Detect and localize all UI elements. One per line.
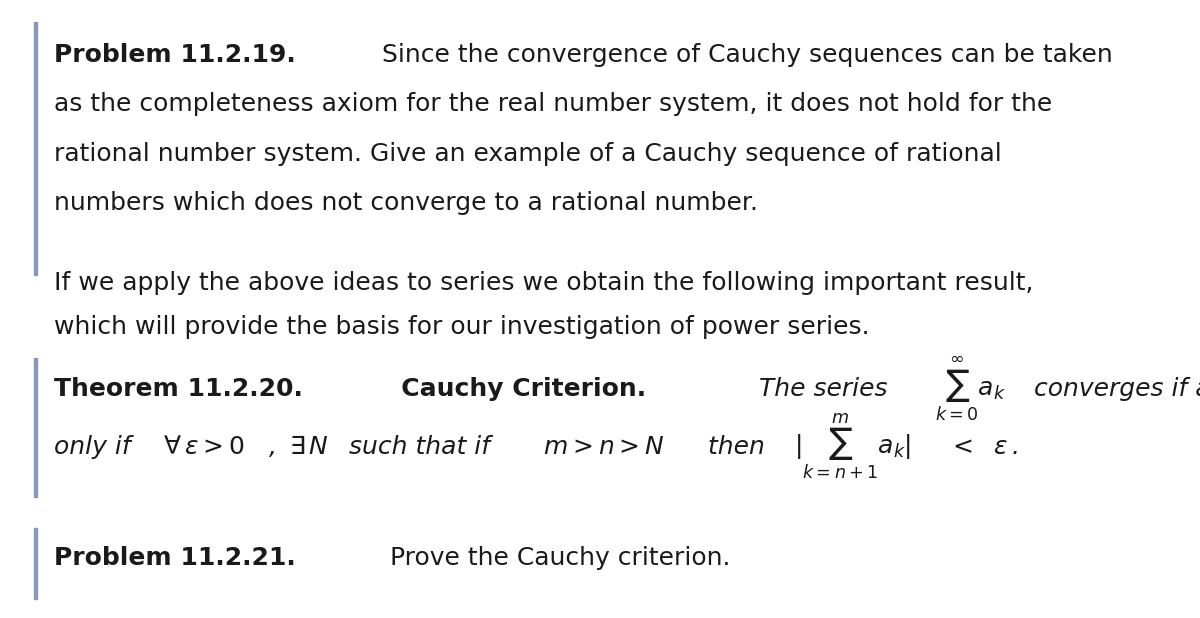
Text: Cauchy Criterion.: Cauchy Criterion. [376,376,672,400]
Text: $\forall\, \varepsilon > 0$: $\forall\, \varepsilon > 0$ [163,435,245,459]
Text: numbers which does not converge to a rational number.: numbers which does not converge to a rat… [54,191,758,215]
Text: Problem 11.2.21.: Problem 11.2.21. [54,546,295,570]
Text: <: < [946,435,983,459]
Text: as the completeness axiom for the real number system, it does not hold for the: as the completeness axiom for the real n… [54,92,1052,116]
Text: such that if: such that if [341,435,498,459]
Text: rational number system. Give an example of a Cauchy sequence of rational: rational number system. Give an example … [54,142,1002,166]
Text: Problem 11.2.19.: Problem 11.2.19. [54,43,295,67]
Text: $\varepsilon$: $\varepsilon$ [994,435,1008,459]
Bar [34,528,37,599]
Bar [34,358,37,497]
Text: $m > n > N$: $m > n > N$ [544,435,665,459]
Text: $\exists\, N$: $\exists\, N$ [289,435,329,459]
Bar [34,22,37,275]
Text: $\sum_{k=0}^{\infty} a_k$: $\sum_{k=0}^{\infty} a_k$ [935,355,1006,423]
Text: Prove the Cauchy criterion.: Prove the Cauchy criterion. [366,546,731,570]
Text: The series: The series [758,376,895,400]
Text: If we apply the above ideas to series we obtain the following important result,: If we apply the above ideas to series we… [54,271,1033,295]
Text: .: . [1012,435,1020,459]
Text: converges if and: converges if and [1026,376,1200,400]
Text: then: then [700,435,773,459]
Text: ,: , [269,435,284,459]
Text: Theorem 11.2.20.: Theorem 11.2.20. [54,376,302,400]
Text: $|\sum_{k=n+1}^{m} a_k|$: $|\sum_{k=n+1}^{m} a_k|$ [794,412,911,481]
Text: which will provide the basis for our investigation of power series.: which will provide the basis for our inv… [54,315,870,339]
Text: only if: only if [54,435,139,459]
Text: Since the convergence of Cauchy sequences can be taken: Since the convergence of Cauchy sequence… [366,43,1112,67]
